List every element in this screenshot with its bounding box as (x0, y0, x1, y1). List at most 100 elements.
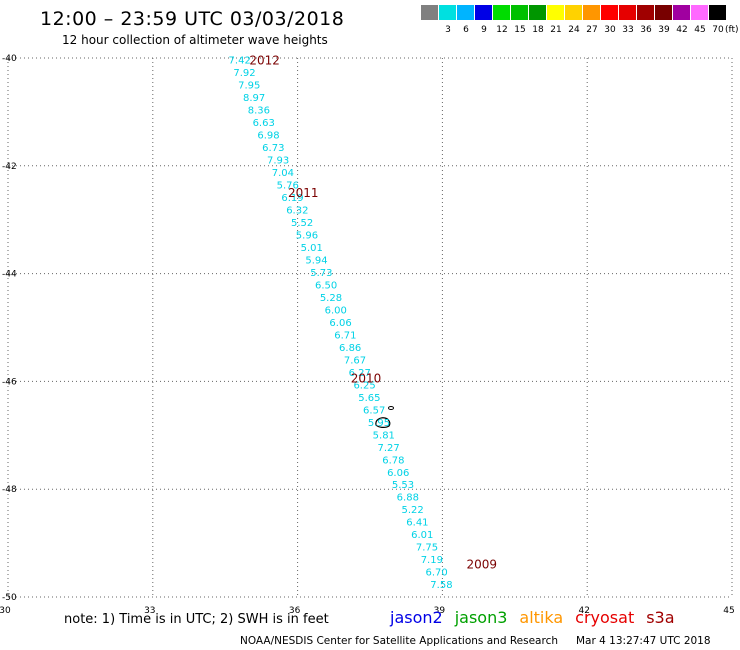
lat-tick-label: -46 (2, 377, 17, 387)
wave-height-label: 5.53 (392, 480, 414, 491)
scale-label: 33 (622, 25, 634, 35)
wave-height-label: 6.57 (363, 405, 385, 416)
wave-height-label: 6.01 (411, 530, 433, 541)
lon-tick-label: 39 (434, 606, 446, 616)
year-label: 2010 (351, 372, 382, 386)
scale-label: 45 (694, 25, 706, 35)
scale-label: 12 (496, 25, 508, 35)
lon-tick-label: 30 (0, 606, 11, 616)
lat-tick-label: -42 (2, 162, 17, 172)
satellite-jason3: jason3 (454, 608, 508, 627)
scale-swatch (637, 5, 654, 20)
generated-timestamp: Mar 4 13:27:47 UTC 2018 (576, 635, 711, 647)
scale-label: 9 (481, 25, 487, 35)
scale-label: 6 (463, 25, 469, 35)
wave-height-label: 6.25 (353, 380, 375, 391)
scale-label: 21 (550, 25, 562, 35)
wave-height-label: 7.27 (377, 443, 399, 454)
scale-swatch (583, 5, 600, 20)
map-subtitle: 12 hour collection of altimeter wave hei… (62, 33, 328, 47)
scale-swatch (673, 5, 690, 20)
wave-height-label: 7.58 (430, 580, 452, 591)
year-label: 2009 (467, 558, 498, 572)
wave-height-track: 7.427.92 7.958.97 8.366.63 6.986.73 7.937.04… (229, 56, 453, 591)
map-grid (7, 57, 733, 598)
scale-label: 15 (514, 25, 526, 35)
wave-height-label: 5.81 (373, 430, 395, 441)
scale-swatch (601, 5, 618, 20)
wave-height-label: 7.19 (421, 555, 443, 566)
wave-height-label: 6.32 (286, 206, 308, 217)
wave-height-label: 5.96 (296, 231, 318, 242)
scale-swatch (619, 5, 636, 20)
wave-height-label: 6.27 (349, 368, 371, 379)
wave-height-label: 6.78 (382, 455, 404, 466)
wave-height-label: 7.67 (344, 355, 366, 366)
wave-height-label: 5.22 (401, 505, 423, 516)
wave-height-label: 8.97 (243, 93, 265, 104)
wave-height-label: 5.94 (305, 255, 327, 266)
scale-swatch (493, 5, 510, 20)
scale-swatch (439, 5, 456, 20)
scale-label: 42 (676, 25, 688, 35)
wave-height-label: 5.73 (310, 268, 332, 279)
wave-height-label: 7.93 (267, 156, 289, 167)
footnote: note: 1) Time is in UTC; 2) SWH is in fe… (64, 612, 329, 627)
wave-height-label: 5.52 (291, 218, 313, 229)
scale-swatch (565, 5, 582, 20)
lat-tick-label: -40 (2, 54, 17, 64)
wave-height-label: 6.06 (329, 318, 351, 329)
scale-swatch (421, 5, 438, 20)
scale-swatch (655, 5, 672, 20)
year-label: 2011 (288, 186, 319, 200)
scale-swatch (709, 5, 726, 20)
lat-tick-label: -50 (2, 593, 17, 603)
scale-label: 39 (658, 25, 670, 35)
map-title: 12:00 – 23:59 UTC 03/03/2018 (40, 8, 345, 30)
wave-height-label: 6.63 (253, 118, 275, 129)
wave-height-label: 8.36 (248, 106, 270, 117)
scale-label: 24 (568, 25, 580, 35)
wave-height-label: 6.41 (406, 518, 428, 529)
lon-tick-label: 42 (578, 606, 589, 616)
scale-swatch (475, 5, 492, 20)
scale-swatch (511, 5, 528, 20)
lat-tick-label: -48 (2, 485, 17, 495)
year-label: 2012 (249, 54, 280, 68)
lon-tick-label: 36 (289, 606, 301, 616)
wave-height-label: 7.04 (272, 168, 294, 179)
scale-swatch (691, 5, 708, 20)
axis-ticks: 30 33 36 39 42 45 -40 -42 -44 -46 -48 -50 (0, 54, 735, 616)
wave-height-label: 6.00 (325, 305, 347, 316)
scale-label: 70 (712, 25, 724, 35)
satellite-cryosat: cryosat (575, 608, 635, 627)
wave-height-label: 6.50 (315, 280, 337, 291)
credit-line: NOAA/NESDIS Center for Satellite Applica… (240, 635, 729, 647)
wave-height-label: 6.06 (387, 468, 409, 479)
lat-tick-label: -44 (2, 270, 17, 280)
wave-height-label: 7.42 (229, 56, 251, 67)
scale-swatch (529, 5, 546, 20)
year-labels: 2012 2011 2010 2009 (249, 54, 497, 572)
wave-height-label: 7.92 (233, 68, 255, 79)
lon-tick-label: 33 (144, 606, 155, 616)
wave-height-label: 7.95 (238, 81, 260, 92)
island-outlines (375, 406, 394, 428)
scale-label: 36 (640, 25, 652, 35)
wave-height-label: 6.71 (334, 330, 356, 341)
wave-height-label: 5.95 (368, 418, 390, 429)
wave-height-label: 6.19 (281, 193, 303, 204)
wave-height-label: 6.88 (397, 493, 419, 504)
wave-height-label: 6.86 (339, 343, 361, 354)
wave-height-label: 5.01 (301, 243, 323, 254)
scale-label: 27 (586, 25, 598, 35)
lon-tick-label: 45 (723, 606, 734, 616)
wave-height-label: 7.75 (416, 543, 438, 554)
scale-label: 30 (604, 25, 616, 35)
island-outline (375, 417, 391, 428)
scale-unit: (ft) (725, 25, 739, 35)
scale-swatch (547, 5, 564, 20)
scale-label: 3 (445, 25, 451, 35)
